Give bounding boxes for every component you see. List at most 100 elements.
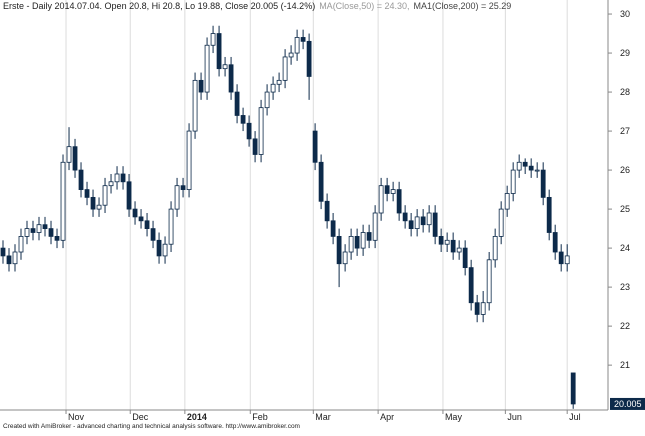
candle-body	[222, 64, 228, 70]
y-tick-label: 28	[620, 87, 630, 97]
candle-body	[300, 37, 306, 42]
y-tick-label: 23	[620, 282, 630, 292]
candle-body	[192, 79, 198, 132]
candle-body	[252, 138, 258, 155]
candle-body	[372, 212, 378, 241]
chart-title: Erste - Daily 2014.07.04. Open 20.8, Hi …	[3, 1, 511, 11]
candle-body	[552, 232, 558, 253]
candle-body	[246, 122, 252, 140]
candle-body	[18, 236, 24, 253]
candle-body	[54, 236, 60, 241]
y-tick-label: 25	[620, 204, 630, 214]
candle-body	[492, 236, 498, 261]
candle-body	[312, 130, 318, 163]
candle-body	[468, 267, 474, 304]
candle-body	[234, 91, 240, 116]
candle-body	[132, 208, 138, 218]
x-tick-label: Mar	[315, 412, 331, 422]
candle-body	[522, 161, 528, 167]
candle-body	[462, 247, 468, 269]
candle-body	[546, 196, 552, 233]
x-tick-label: Apr	[380, 412, 394, 422]
candle-body	[258, 107, 264, 155]
candle-body	[480, 302, 486, 315]
candle-body	[324, 200, 330, 222]
title: Erste - Daily 2014.07.04. Open 20.8, Hi …	[3, 1, 315, 11]
ma1-label: MA1(Close,200) = 25.29	[413, 1, 511, 11]
x-tick-label: Nov	[68, 412, 85, 422]
candle-body	[474, 302, 480, 315]
candle-body	[366, 232, 372, 241]
candle-body	[228, 64, 234, 93]
candle-body	[264, 91, 270, 109]
x-tick-label: Dec	[132, 412, 149, 422]
candle-body	[0, 247, 6, 257]
y-tick-label: 24	[620, 243, 630, 253]
candle-body	[540, 169, 546, 198]
candle-body	[216, 33, 222, 70]
candle-body	[210, 33, 216, 46]
candle-body	[408, 220, 414, 230]
candle-body	[24, 228, 30, 237]
candle-body	[528, 165, 534, 171]
y-tick-label: 27	[620, 126, 630, 136]
candle-body	[348, 236, 354, 253]
candle-body	[270, 83, 276, 93]
candle-body	[390, 189, 396, 194]
candle-body	[414, 216, 420, 230]
candle-body	[162, 243, 168, 257]
candle-body	[516, 161, 522, 171]
candle-body	[354, 236, 360, 249]
candle-body	[444, 239, 450, 245]
candle-body	[108, 181, 114, 187]
candle-body	[60, 161, 66, 241]
candle-body	[294, 37, 300, 54]
candle-body	[510, 169, 516, 194]
candle-body	[126, 181, 132, 210]
candle-body	[138, 216, 144, 222]
candle-body	[186, 130, 192, 190]
candle-body	[90, 196, 96, 210]
candle-body	[330, 220, 336, 237]
candle-body	[306, 40, 312, 77]
y-tick-label: 26	[620, 165, 630, 175]
candle-body	[174, 185, 180, 210]
candle-body	[498, 208, 504, 237]
last-price-label: 20.005	[614, 399, 642, 409]
candle-body	[84, 189, 90, 198]
y-tick-label: 21	[620, 360, 630, 370]
x-tick-label: 2014	[187, 412, 207, 422]
candle-body	[30, 228, 36, 233]
candle-body	[78, 169, 84, 190]
x-tick-label: Jun	[507, 412, 522, 422]
candle-body	[420, 216, 426, 226]
candle-body	[450, 239, 456, 253]
x-tick-label: Feb	[252, 412, 268, 422]
candle-body	[168, 208, 174, 245]
candle-body	[336, 236, 342, 265]
candle-body	[402, 212, 408, 222]
candle-body	[72, 146, 78, 171]
candle-body	[150, 228, 156, 241]
candle-body	[426, 212, 432, 226]
candle-body	[282, 56, 288, 81]
candle-body	[48, 228, 54, 237]
candle-body	[6, 255, 12, 265]
y-tick-label: 22	[620, 321, 630, 331]
ma-label: MA(Close,50) = 24.30,	[319, 1, 409, 11]
candle-body	[66, 146, 72, 163]
candle-body	[438, 236, 444, 245]
candle-body	[36, 224, 42, 233]
candle-body	[432, 212, 438, 237]
candle-body	[342, 251, 348, 265]
candle-body	[42, 224, 48, 230]
candle-body	[534, 169, 540, 172]
x-tick-label: May	[445, 412, 463, 422]
candle-body	[456, 247, 462, 253]
candle-body	[102, 185, 108, 206]
candle-body	[396, 189, 402, 214]
candle-body	[12, 251, 18, 265]
candle-body	[156, 239, 162, 257]
x-tick-label: Jul	[569, 412, 581, 422]
